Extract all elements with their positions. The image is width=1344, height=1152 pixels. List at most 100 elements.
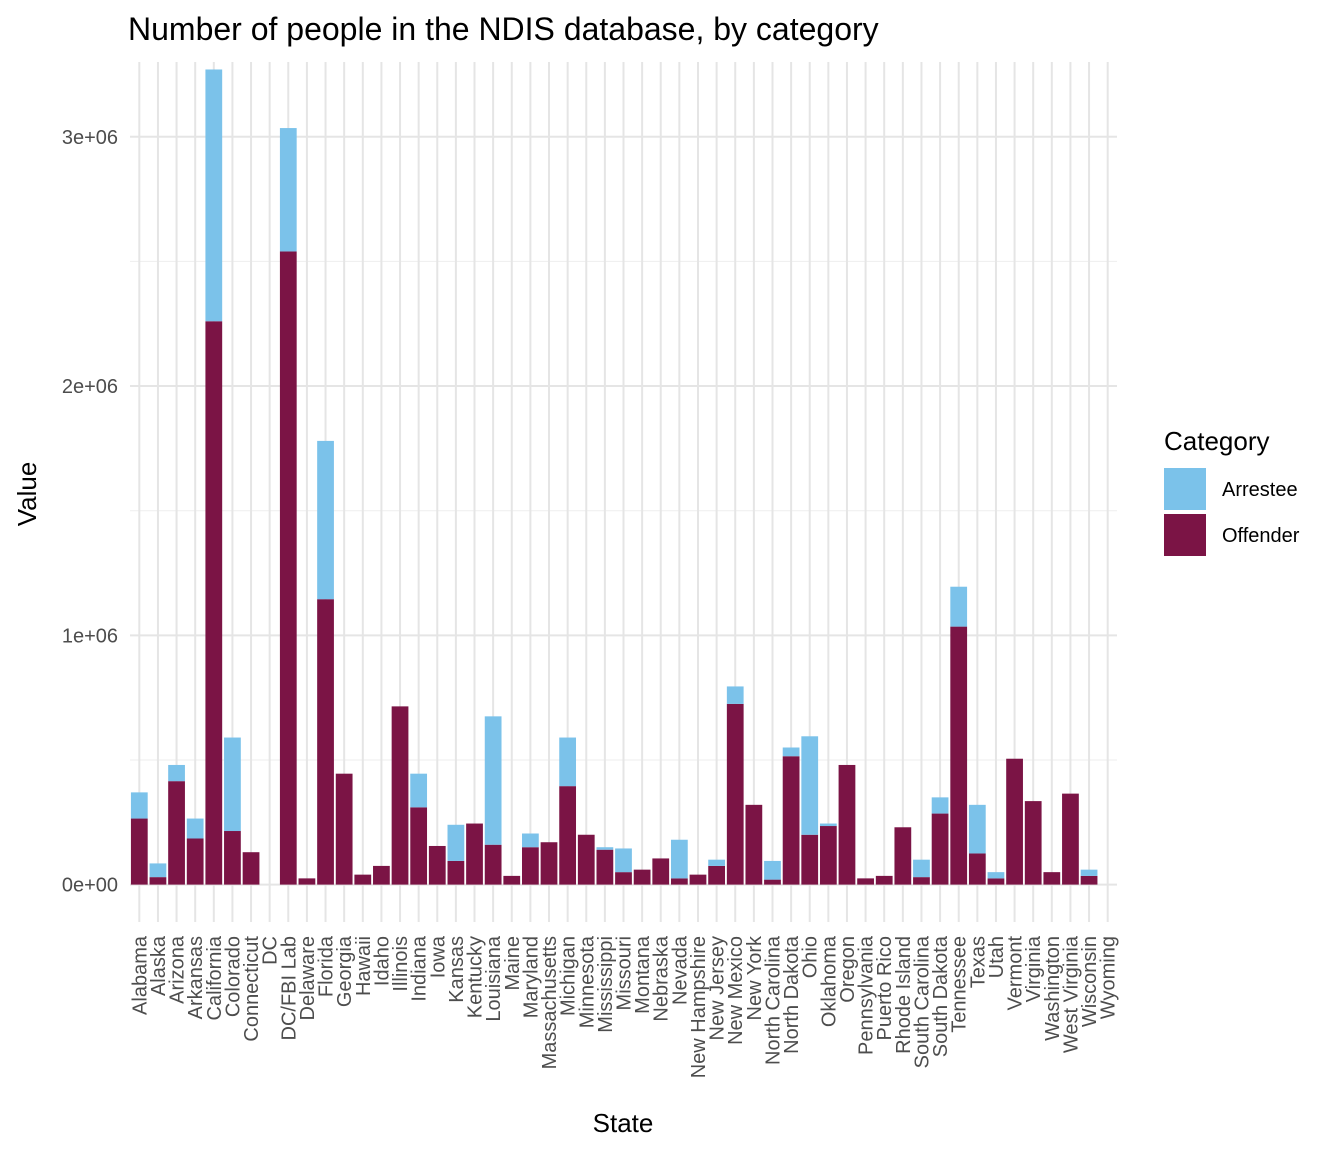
bar-offender: [633, 869, 651, 885]
x-tick-label: New Hampshire: [688, 936, 710, 1078]
y-tick-labels: 0e+00 1e+06 2e+06 3e+06: [62, 127, 118, 897]
x-tick-label: Kentucky: [465, 936, 487, 1018]
x-tick-label: Michigan: [558, 936, 580, 1016]
bar-arrestee: [447, 824, 465, 861]
bar-arrestee: [764, 860, 781, 880]
bar-arrestee: [968, 804, 986, 854]
x-tick-label: South Carolina: [911, 935, 933, 1068]
bar-offender: [391, 706, 409, 885]
bar-arrestee: [782, 747, 800, 757]
x-tick-label: Oklahoma: [818, 935, 840, 1027]
bar-arrestee: [950, 586, 968, 627]
bar-offender: [577, 834, 595, 885]
bar-offender: [652, 858, 670, 885]
bar-arrestee: [819, 823, 837, 827]
x-tick-label: Florida: [316, 935, 338, 997]
x-tick-label: Texas: [967, 936, 989, 988]
x-tick-label: Nevada: [669, 935, 691, 1005]
bar-offender: [1062, 793, 1079, 885]
bar-offender: [764, 879, 781, 885]
x-tick-label: Tennessee: [949, 936, 971, 1033]
x-tick-label: West Virginia: [1060, 935, 1082, 1053]
x-tick-label: Oregon: [837, 936, 859, 1003]
x-tick-label: Arizona: [167, 935, 189, 1004]
x-tick-label: Georgia: [334, 935, 356, 1007]
bar-offender: [615, 872, 632, 885]
x-tick-label: Louisiana: [483, 935, 505, 1022]
bar-offender: [484, 844, 502, 885]
bar-offender: [428, 845, 446, 885]
x-tick-label: New Mexico: [725, 936, 747, 1045]
y-axis-title: Value: [12, 462, 42, 527]
x-tick-label: Mississippi: [595, 936, 617, 1033]
bar-offender: [726, 703, 744, 885]
bar-arrestee: [224, 737, 241, 832]
x-tick-label: Wyoming: [1098, 936, 1120, 1019]
bar-arrestee: [559, 737, 577, 787]
bar-offender: [689, 874, 707, 885]
x-tick-label: Puerto Rico: [874, 936, 896, 1041]
x-tick-label: Kansas: [446, 936, 468, 1003]
bar-offender: [540, 842, 558, 885]
x-tick-labels: AlabamaAlaskaArizonaArkansasCaliforniaCo…: [129, 935, 1119, 1078]
x-tick-label: North Dakota: [781, 935, 803, 1054]
bar-offender: [410, 807, 428, 885]
y-tick-label: 3e+06: [62, 127, 118, 149]
bar-offender: [857, 878, 874, 885]
bar-arrestee: [913, 859, 930, 878]
bar-offender: [968, 853, 986, 885]
x-tick-label: Connecticut: [241, 936, 263, 1042]
bar-offender: [279, 251, 297, 885]
bar-offender: [186, 838, 204, 885]
x-tick-label: Iowa: [427, 935, 449, 978]
bar-offender: [205, 321, 223, 885]
x-tick-label: Rhode Island: [893, 936, 915, 1054]
bar-offender: [875, 875, 893, 885]
bar-arrestee: [205, 69, 223, 322]
bar-arrestee: [410, 773, 428, 808]
bar-offender: [130, 818, 148, 885]
bar-arrestee: [279, 128, 297, 252]
bar-offender: [1043, 872, 1061, 885]
x-axis-title: State: [593, 1108, 654, 1138]
bar-arrestee: [596, 847, 614, 850]
x-tick-label: South Dakota: [930, 935, 952, 1057]
y-tick-label: 0e+00: [62, 875, 118, 897]
x-tick-label: New York: [744, 935, 766, 1020]
bar-offender: [354, 874, 372, 885]
bar-offender: [373, 865, 390, 885]
chart-title: Number of people in the NDIS database, b…: [128, 11, 879, 47]
x-tick-label: DC: [260, 936, 282, 965]
y-tick-label: 1e+06: [62, 625, 118, 647]
x-tick-label: Hawaii: [353, 936, 375, 996]
x-tick-label: Nebraska: [651, 935, 673, 1021]
x-tick-label: Pennsylvania: [856, 935, 878, 1055]
x-tick-label: Virginia: [1023, 935, 1045, 1002]
bar-arrestee: [484, 716, 502, 845]
legend-swatch: [1164, 468, 1206, 510]
x-tick-label: Minnesota: [576, 935, 598, 1028]
bar-offender: [987, 878, 1005, 885]
bar-arrestee: [931, 797, 949, 814]
legend-label: Offender: [1222, 525, 1300, 547]
bar-arrestee: [1080, 869, 1098, 876]
x-tick-label: Delaware: [297, 936, 319, 1020]
y-tick-label: 2e+06: [62, 376, 118, 398]
bar-offender: [931, 813, 949, 885]
bar-offender: [782, 756, 800, 885]
legend-label: Arrestee: [1222, 479, 1298, 501]
x-tick-label: Montana: [632, 935, 654, 1014]
x-tick-label: Missouri: [614, 936, 636, 1010]
bar-offender: [1006, 758, 1023, 885]
x-tick-label: Ohio: [800, 936, 822, 978]
bar-arrestee: [670, 839, 688, 879]
bar-arrestee: [522, 833, 539, 848]
bar-arrestee: [317, 440, 334, 600]
bar-offender: [838, 764, 856, 885]
bar-offender: [894, 827, 912, 885]
x-tick-label: Maryland: [520, 936, 542, 1018]
bar-offender: [503, 875, 521, 885]
x-tick-label: Maine: [502, 936, 524, 990]
